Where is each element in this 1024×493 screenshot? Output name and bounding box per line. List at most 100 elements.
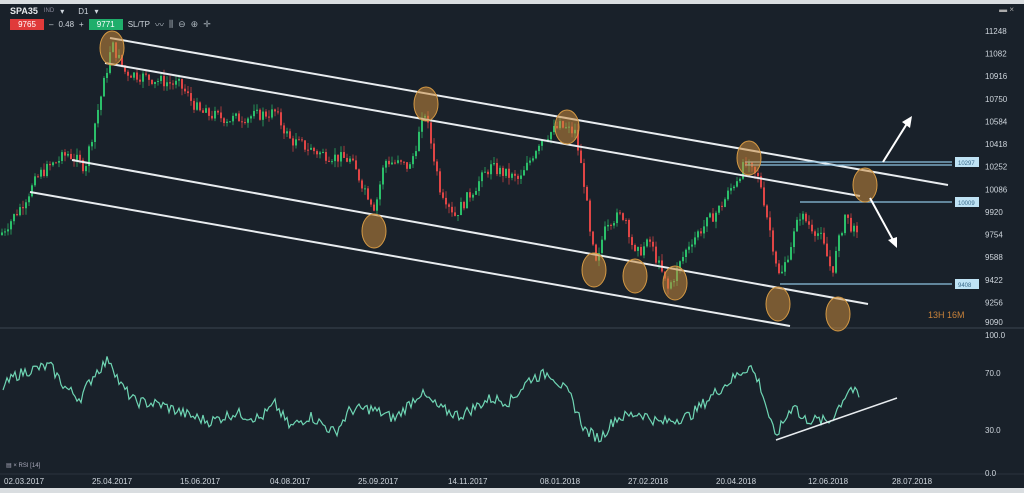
date-tick-label: 25.09.2017 — [358, 477, 399, 486]
plus-icon[interactable]: + — [79, 20, 84, 29]
rsi-indicator-label[interactable]: ▤ × RSI [14] — [6, 463, 41, 469]
candle-up — [13, 214, 15, 222]
price-tick-label: 10418 — [985, 140, 1008, 149]
candle-down — [631, 237, 633, 246]
candle-down — [151, 79, 153, 84]
candle-up — [142, 73, 144, 82]
candle-up — [460, 201, 462, 216]
candle-up — [820, 232, 822, 234]
candle-down — [274, 109, 276, 112]
candle-down — [625, 219, 627, 221]
candle-down — [583, 163, 585, 187]
candle-down — [121, 54, 123, 66]
candle-down — [436, 161, 438, 172]
candle-up — [157, 80, 159, 82]
candle-up — [793, 231, 795, 248]
candle-down — [298, 139, 300, 141]
date-tick-label: 12.06.2018 — [808, 477, 849, 486]
candle-up — [7, 229, 9, 232]
price-tick-label: 9588 — [985, 253, 1003, 262]
candle-up — [391, 162, 393, 165]
candle-up — [637, 247, 639, 251]
candles-icon[interactable]: ⫼ — [168, 19, 174, 29]
candle-up — [511, 173, 513, 178]
zoom-in-icon[interactable]: ⊕ — [190, 19, 199, 29]
candle-down — [79, 154, 81, 160]
candle-down — [433, 143, 435, 162]
candle-up — [322, 152, 324, 154]
candle-down — [289, 131, 291, 139]
candle-down — [139, 79, 141, 82]
candle-down — [808, 221, 810, 225]
candle-down — [400, 160, 402, 162]
line-chart-icon[interactable]: 〰 — [154, 20, 164, 30]
candle-up — [733, 186, 735, 189]
candle-up — [175, 80, 177, 85]
candle-up — [523, 170, 525, 176]
candle-down — [301, 139, 303, 141]
bottom-border — [0, 488, 1024, 493]
highlight-marker — [736, 140, 762, 176]
buy-button[interactable]: 9771 — [88, 19, 123, 30]
candle-up — [472, 194, 474, 198]
candle-down — [361, 180, 363, 189]
arrow-down-line — [869, 197, 894, 241]
candle-down — [442, 192, 444, 198]
candle-up — [601, 239, 603, 253]
candle-down — [760, 176, 762, 188]
candle-up — [457, 215, 459, 217]
candle-up — [658, 260, 660, 263]
candle-up — [838, 235, 840, 251]
date-tick-label: 25.04.2017 — [92, 477, 133, 486]
date-tick-label: 08.01.2018 — [540, 477, 581, 486]
candle-up — [532, 158, 534, 161]
symbol[interactable]: SPA35 — [10, 6, 38, 16]
candle-up — [409, 164, 411, 169]
candle-up — [85, 166, 87, 172]
minus-icon[interactable]: – — [49, 20, 54, 29]
arrow-down-icon — [888, 237, 897, 248]
instrument-header: SPA35 IND ▾ D1 ▾ — [10, 6, 98, 16]
candle-up — [736, 181, 738, 187]
chevron-down-icon[interactable]: ▾ — [94, 6, 99, 16]
candle-down — [634, 245, 636, 251]
candle-up — [310, 147, 312, 150]
candle-up — [31, 185, 33, 197]
price-level-badge — [955, 279, 979, 289]
sell-button[interactable]: 9765 — [10, 19, 44, 30]
candle-up — [271, 109, 273, 118]
candle-down — [217, 110, 219, 113]
candle-down — [187, 91, 189, 94]
candle-up — [154, 81, 156, 84]
candle-down — [826, 243, 828, 257]
market-dropdown[interactable]: IND — [43, 8, 55, 14]
candle-down — [283, 125, 285, 134]
chevron-down-icon[interactable]: ▾ — [60, 6, 65, 16]
candle-up — [697, 231, 699, 238]
candle-up — [349, 158, 351, 162]
highlight-marker — [765, 286, 791, 322]
price-level-badge — [955, 157, 979, 167]
candle-down — [502, 167, 504, 176]
candle-down — [514, 173, 516, 176]
candle-up — [178, 78, 180, 81]
zoom-out-icon[interactable]: ⊖ — [178, 19, 186, 29]
crosshair-icon[interactable]: ✛ — [203, 19, 211, 29]
candle-down — [70, 153, 72, 159]
rsi-tick-label: 70.0 — [985, 369, 1001, 378]
window-controls[interactable]: ▬ × — [999, 5, 1014, 14]
candle-down — [628, 219, 630, 238]
candle-down — [313, 147, 315, 152]
candle-down — [124, 65, 126, 72]
candle-up — [466, 192, 468, 209]
sltp-button[interactable]: SL/TP — [127, 20, 150, 29]
candle-up — [97, 109, 99, 124]
candle-down — [22, 207, 24, 209]
timeframe-dropdown[interactable]: D1 — [78, 6, 89, 16]
trend-channel-line — [104, 62, 861, 197]
candle-down — [307, 149, 309, 151]
candle-up — [91, 142, 93, 147]
spread-value: 0.48 — [58, 20, 75, 29]
candle-up — [88, 146, 90, 167]
